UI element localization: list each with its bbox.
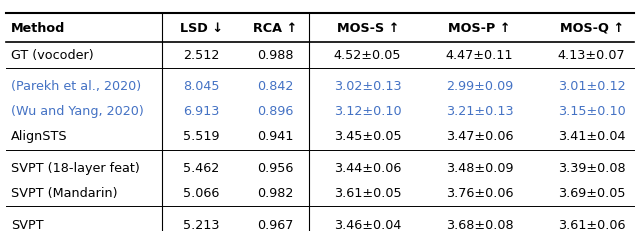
Text: 3.15±0.10: 3.15±0.10: [558, 105, 625, 118]
Text: LSD ↓: LSD ↓: [180, 22, 223, 35]
Text: 3.61±0.06: 3.61±0.06: [558, 218, 625, 231]
Text: 3.02±0.13: 3.02±0.13: [334, 80, 401, 93]
Text: 3.01±0.12: 3.01±0.12: [558, 80, 625, 93]
Text: 2.99±0.09: 2.99±0.09: [446, 80, 513, 93]
Text: 5.519: 5.519: [183, 130, 220, 143]
Text: SVPT: SVPT: [11, 218, 44, 231]
Text: MOS-S ↑: MOS-S ↑: [337, 22, 399, 35]
Text: 4.47±0.11: 4.47±0.11: [446, 49, 513, 61]
Text: MOS-P ↑: MOS-P ↑: [449, 22, 511, 35]
Text: 0.967: 0.967: [257, 218, 293, 231]
Text: 3.12±0.10: 3.12±0.10: [334, 105, 401, 118]
Text: 2.512: 2.512: [183, 49, 220, 61]
Text: 3.45±0.05: 3.45±0.05: [334, 130, 401, 143]
Text: 5.462: 5.462: [183, 161, 220, 174]
Text: 3.61±0.05: 3.61±0.05: [334, 186, 401, 199]
Text: 8.045: 8.045: [183, 80, 220, 93]
Text: MOS-Q ↑: MOS-Q ↑: [559, 22, 623, 35]
Text: 5.213: 5.213: [183, 218, 220, 231]
Text: RCA ↑: RCA ↑: [253, 22, 297, 35]
Text: SVPT (Mandarin): SVPT (Mandarin): [11, 186, 117, 199]
Text: GT (vocoder): GT (vocoder): [11, 49, 93, 61]
Text: 3.69±0.05: 3.69±0.05: [558, 186, 625, 199]
Text: 3.46±0.04: 3.46±0.04: [334, 218, 401, 231]
Text: 4.52±0.05: 4.52±0.05: [334, 49, 401, 61]
Text: (Parekh et al., 2020): (Parekh et al., 2020): [11, 80, 141, 93]
Text: 6.913: 6.913: [183, 105, 220, 118]
Text: Method: Method: [11, 22, 65, 35]
Text: 0.896: 0.896: [257, 105, 293, 118]
Text: 3.39±0.08: 3.39±0.08: [558, 161, 625, 174]
Text: 0.842: 0.842: [257, 80, 293, 93]
Text: 0.982: 0.982: [257, 186, 293, 199]
Text: AlignSTS: AlignSTS: [11, 130, 67, 143]
Text: 3.41±0.04: 3.41±0.04: [558, 130, 625, 143]
Text: 0.988: 0.988: [257, 49, 293, 61]
Text: 5.066: 5.066: [183, 186, 220, 199]
Text: 3.48±0.09: 3.48±0.09: [446, 161, 513, 174]
Text: 3.47±0.06: 3.47±0.06: [446, 130, 513, 143]
Text: 3.68±0.08: 3.68±0.08: [446, 218, 513, 231]
Text: 3.76±0.06: 3.76±0.06: [446, 186, 513, 199]
Text: 0.956: 0.956: [257, 161, 293, 174]
Text: SVPT (18-layer feat): SVPT (18-layer feat): [11, 161, 140, 174]
Text: 0.941: 0.941: [257, 130, 293, 143]
Text: 3.44±0.06: 3.44±0.06: [334, 161, 401, 174]
Text: (Wu and Yang, 2020): (Wu and Yang, 2020): [11, 105, 143, 118]
Text: 4.13±0.07: 4.13±0.07: [558, 49, 625, 61]
Text: 3.21±0.13: 3.21±0.13: [446, 105, 513, 118]
